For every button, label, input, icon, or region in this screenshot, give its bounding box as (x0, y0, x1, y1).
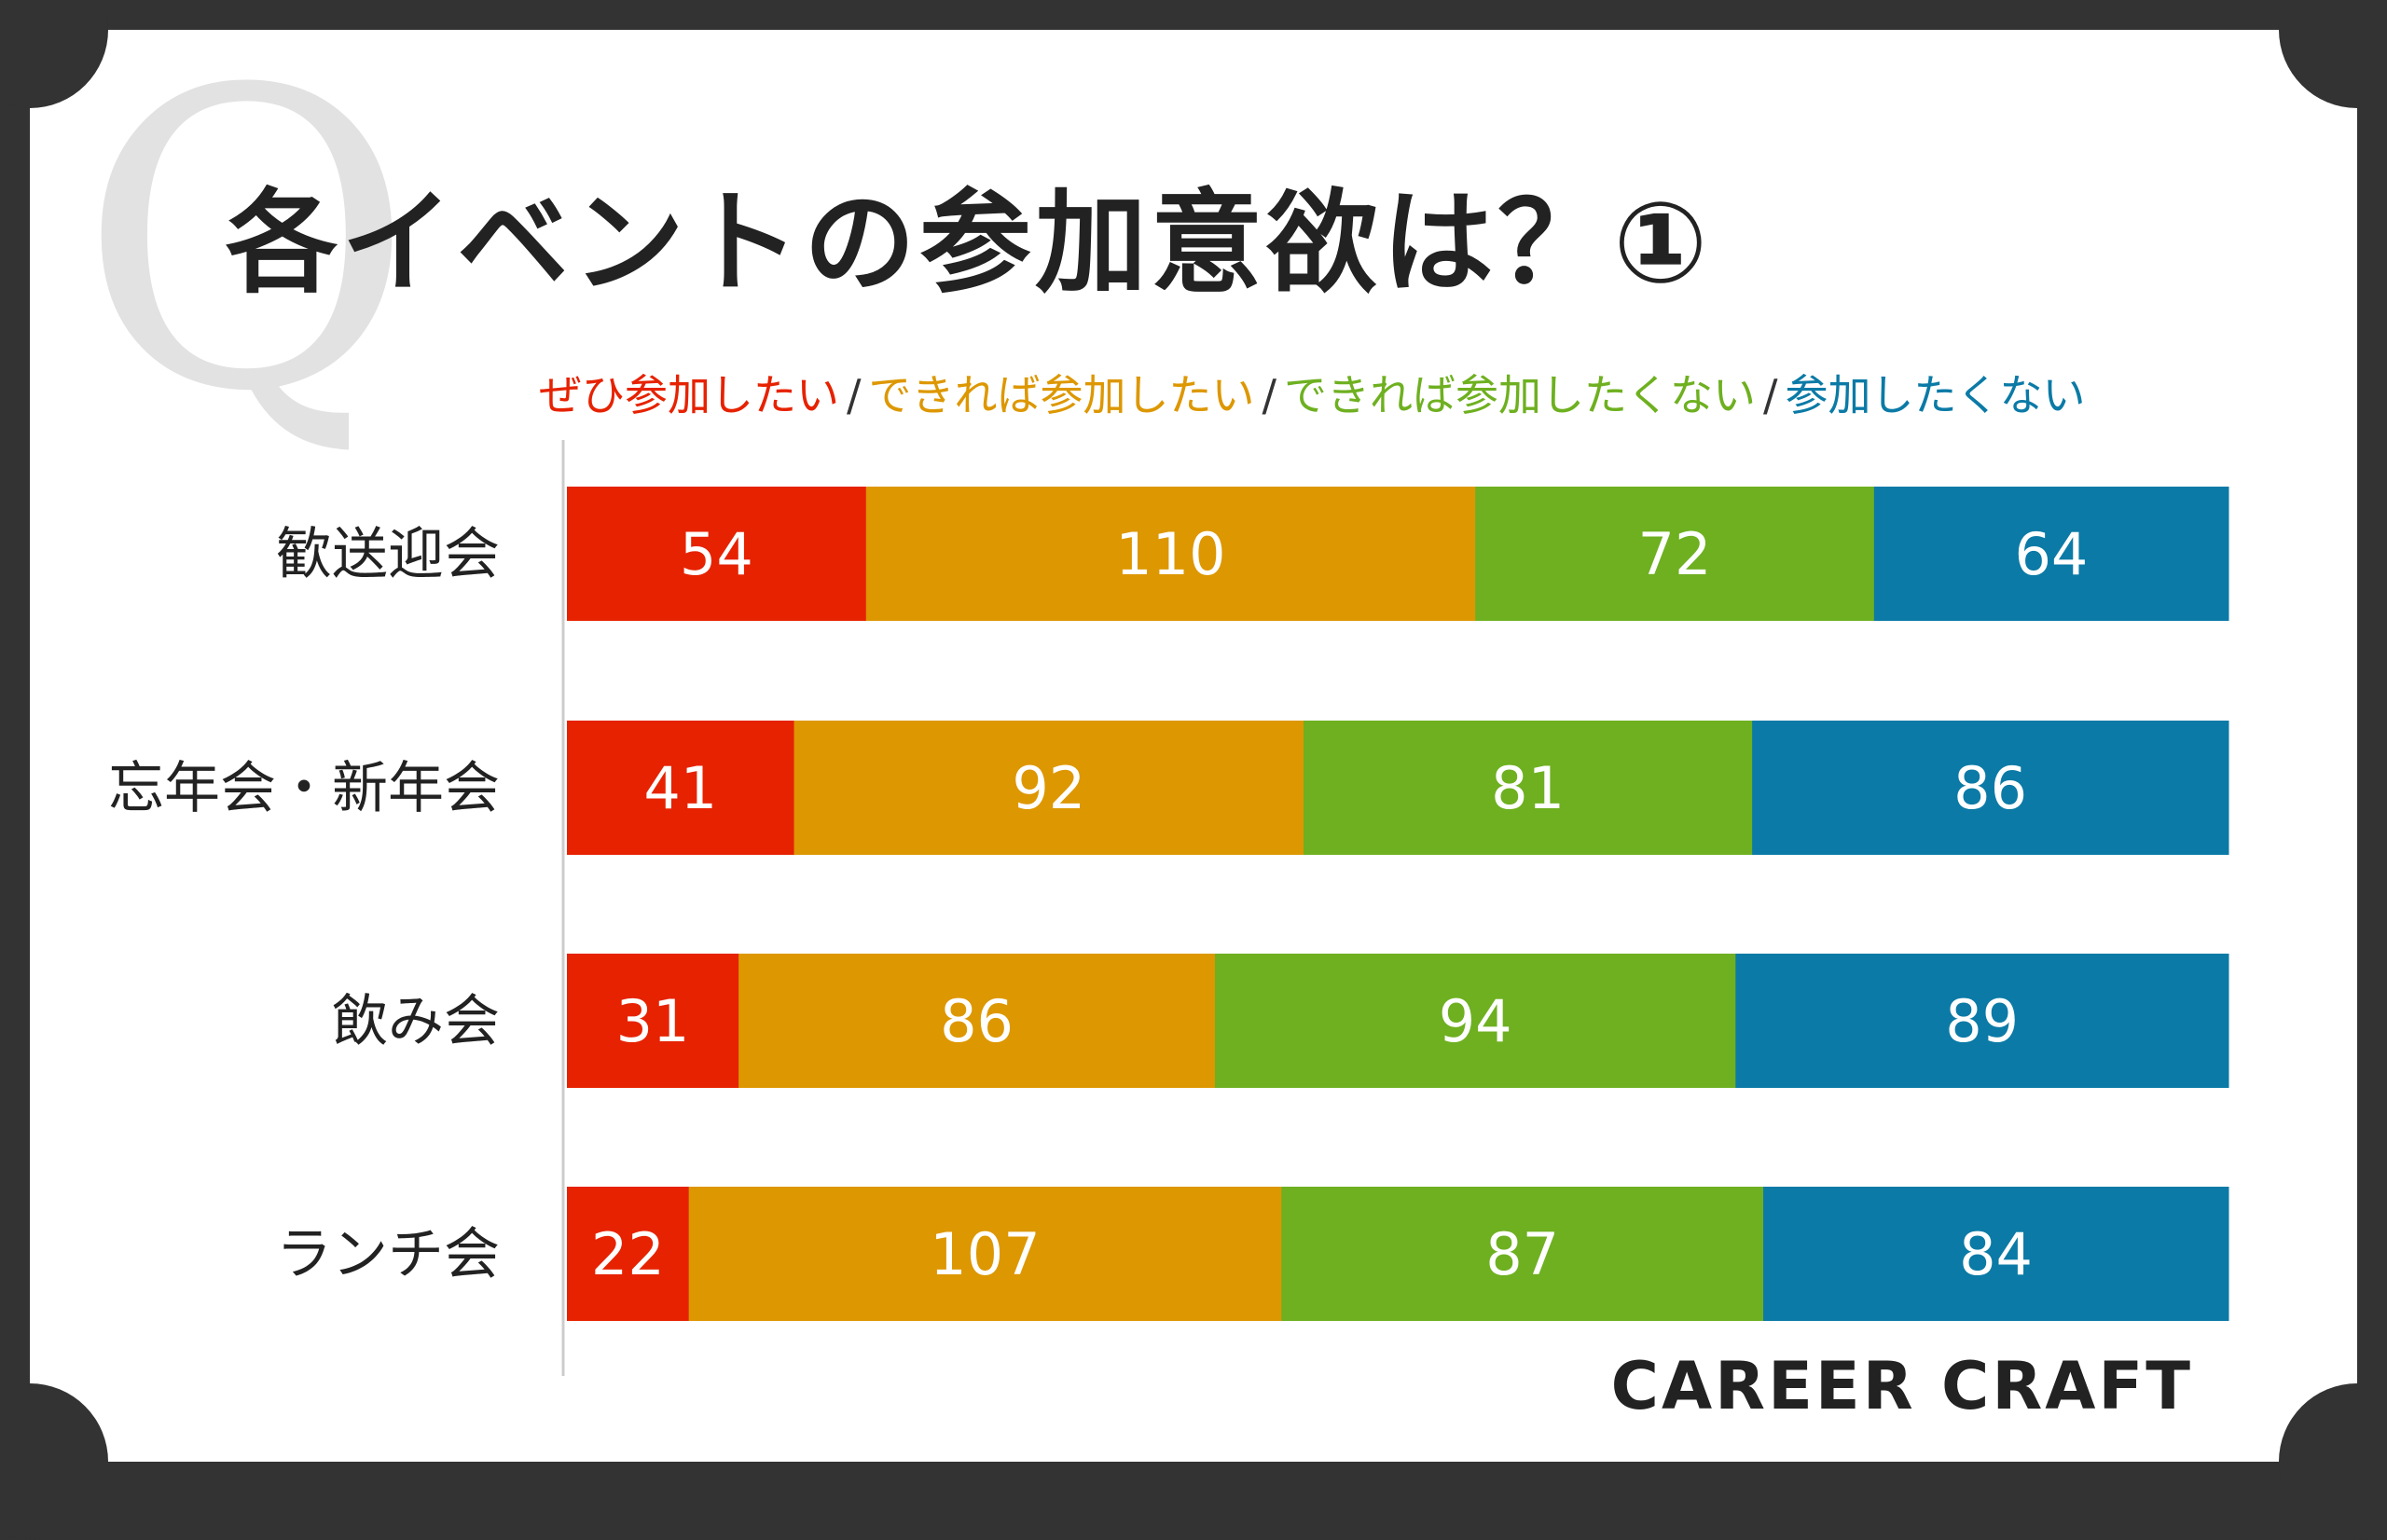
category-label-0: 歓送迎会 (276, 522, 500, 587)
bar-segment-3-3 (1763, 1187, 2229, 1321)
stacked-bar-chart: 歓送迎会 54 110 72 64 忘年会・新年会 41 92 81 86 飲み会 31 86 94 89 ラ… (108, 440, 2229, 1376)
category-label-2: 飲み会 (332, 989, 500, 1054)
bar-segment-0-0 (567, 487, 867, 621)
data-label-3-1: 107 (930, 1220, 1040, 1288)
bar-segment-3-1 (688, 1187, 1282, 1321)
legend-separator: / (1262, 370, 1277, 420)
bar-segment-1-2 (1304, 721, 1753, 855)
data-label-0-3: 64 (2014, 520, 2088, 588)
category-label-3: ランチ会 (276, 1222, 500, 1287)
bar-segment-2-1 (738, 954, 1216, 1088)
data-label-1-2: 81 (1491, 754, 1565, 822)
bar-segment-1-3 (1752, 721, 2229, 855)
data-label-3-0: 22 (591, 1220, 665, 1288)
data-label-0-0: 54 (680, 520, 753, 588)
data-label-0-1: 110 (1115, 520, 1225, 588)
legend-separator: / (1763, 370, 1778, 420)
bar-segment-0-2 (1475, 487, 1875, 621)
q-watermark: Q (78, 4, 415, 481)
chart-title: 各イベントの参加意欲は？① (226, 179, 1712, 309)
data-label-0-2: 72 (1638, 520, 1712, 588)
data-label-1-1: 92 (1012, 754, 1085, 822)
data-label-2-0: 31 (616, 987, 690, 1055)
bar-segment-3-2 (1281, 1187, 1764, 1321)
legend-item-1: できれば参加したい (868, 370, 1255, 420)
data-label-2-1: 86 (940, 987, 1014, 1055)
bar-segment-1-1 (793, 721, 1304, 855)
legend-item-2: できれば参加したくない (1284, 370, 1756, 420)
bar-segment-1-0 (567, 721, 795, 855)
data-label-1-3: 86 (1953, 754, 2027, 822)
data-label-1-0: 41 (643, 754, 717, 822)
data-label-2-3: 89 (1945, 987, 2019, 1055)
legend: ぜひ参加したい / できれば参加したい / できれば参加したくない / 参加したくない (539, 365, 2086, 425)
legend-item-3: 参加したくない (1785, 370, 2086, 420)
legend-separator: / (847, 370, 862, 420)
bar-segment-3-0 (567, 1187, 690, 1321)
legend-item-0: ぜひ参加したい (539, 370, 839, 420)
bar-segment-0-3 (1873, 487, 2229, 621)
bar-segment-0-1 (865, 487, 1476, 621)
category-label-1: 忘年会・新年会 (108, 756, 500, 821)
data-label-3-2: 87 (1485, 1220, 1559, 1288)
bar-segment-2-0 (567, 954, 739, 1088)
data-label-3-3: 84 (1959, 1220, 2033, 1288)
bar-segment-2-2 (1214, 954, 1736, 1088)
bar-segment-2-3 (1735, 954, 2229, 1088)
brand-logo-text: CAREER CRAFT (1610, 1348, 2193, 1424)
data-label-2-2: 94 (1439, 987, 1512, 1055)
